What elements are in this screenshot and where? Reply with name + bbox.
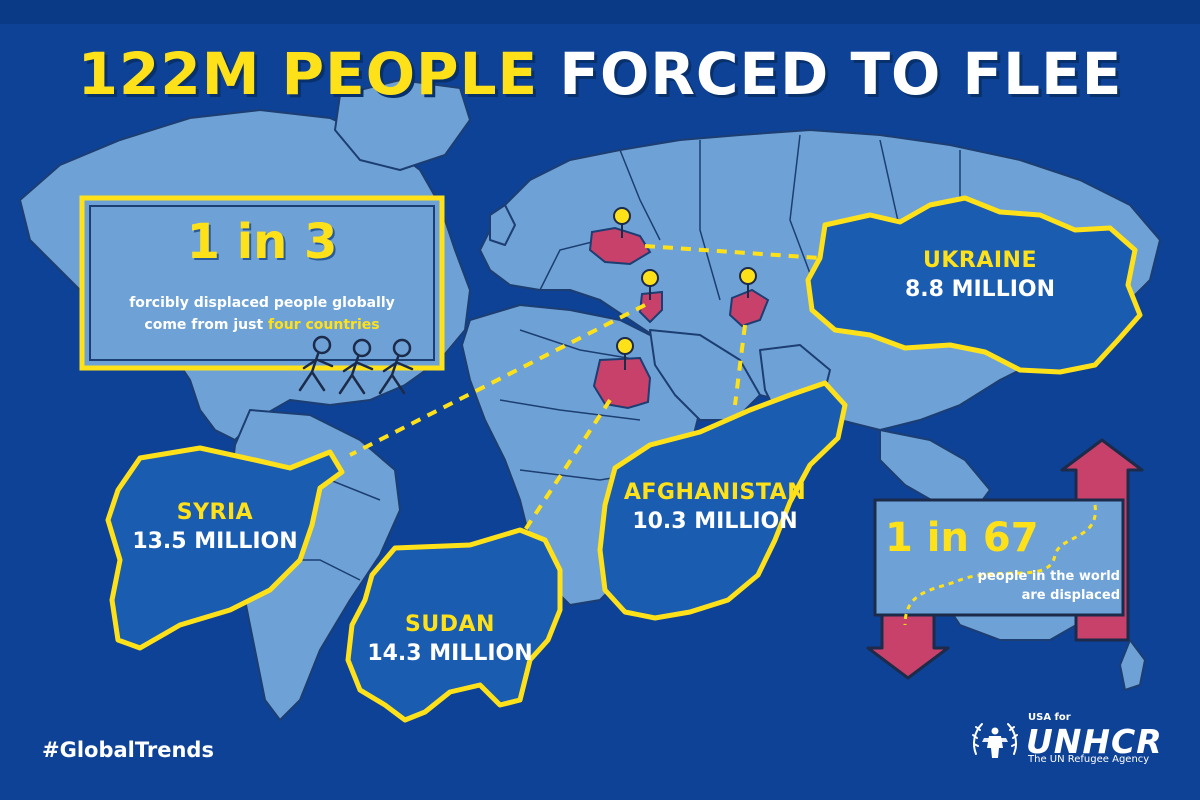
- title-highlight: 122M PEOPLE: [77, 40, 539, 108]
- uk-shape: [489, 204, 516, 246]
- connector-lines: [349, 244, 821, 532]
- ukraine-callout-shape: [805, 195, 1143, 375]
- syria-name: SYRIA: [176, 500, 254, 525]
- hashtag: #GlobalTrends: [42, 738, 214, 762]
- afghanistan-value: 10.3 MILLION: [632, 509, 798, 534]
- syria-value: 13.5 MILLION: [132, 529, 298, 554]
- stat-one: 1 in 3 forcibly displaced people globall…: [82, 214, 442, 336]
- dotted-path-decoration: [903, 504, 1097, 626]
- ukraine-map-shape: [588, 226, 652, 266]
- logo-tagline: The UN Refugee Agency: [1028, 754, 1150, 765]
- top-band: [0, 0, 1200, 24]
- sudan-callout-shape: [345, 527, 563, 723]
- people-running-icon: [298, 335, 414, 395]
- stat-one-caption: forcibly displaced people globally come …: [82, 292, 442, 336]
- stat-one-box: [79, 195, 445, 371]
- stat-one-line1: forcibly displaced people globally: [129, 295, 395, 311]
- sudan-value: 14.3 MILLION: [367, 641, 533, 666]
- stat-one-line2-prefix: come from just: [144, 317, 264, 333]
- afghanistan-name: AFGHANISTAN: [623, 480, 807, 505]
- afghanistan-map-shape: [728, 288, 770, 328]
- sudan-map-shape: [592, 356, 652, 410]
- map-pins: [613, 207, 757, 370]
- unhcr-emblem-icon: [972, 723, 1018, 758]
- syria-pin: [641, 269, 659, 300]
- greenland-shape: [334, 79, 471, 171]
- stat-two-caption: people in the world are displaced: [885, 567, 1120, 605]
- southeast-asia-shape: [879, 429, 991, 511]
- title-rest: FORCED TO FLEE: [559, 40, 1123, 108]
- stat-two: 1 in 67 people in the world are displace…: [885, 515, 1120, 605]
- sudan-connector: [523, 398, 612, 532]
- ukraine-connector: [644, 244, 821, 260]
- afghanistan-connector: [733, 324, 747, 406]
- logo-name: UNHCR: [1026, 722, 1163, 761]
- stat-two-box: [873, 498, 1125, 617]
- afghanistan-label: AFGHANISTAN 10.3 MILLION: [595, 480, 835, 534]
- sudan-pin: [616, 337, 634, 370]
- new-zealand-shape: [1119, 639, 1146, 691]
- afghanistan-callout-shape: [597, 380, 848, 621]
- ukraine-label: UKRAINE 8.8 MILLION: [860, 248, 1100, 302]
- stat-one-line2-highlight: four countries: [268, 317, 380, 333]
- ukraine-name: UKRAINE: [922, 248, 1037, 273]
- stat-one-value: 1 in 3: [186, 214, 338, 270]
- sudan-label: SUDAN 14.3 MILLION: [335, 612, 565, 666]
- stat-two-line2: are displaced: [1021, 588, 1120, 603]
- syria-callout-shape: [105, 445, 345, 651]
- stat-two-line1: people in the world: [977, 569, 1120, 584]
- syria-label: SYRIA 13.5 MILLION: [110, 500, 320, 554]
- ukraine-value: 8.8 MILLION: [904, 277, 1056, 302]
- sudan-name: SUDAN: [405, 612, 495, 637]
- ukraine-pin: [613, 207, 631, 238]
- afghanistan-pin: [739, 267, 757, 298]
- syria-connector: [349, 303, 646, 457]
- logo-prefix: USA for: [1028, 712, 1071, 723]
- unhcr-logo[interactable]: USA for UNHCR The UN Refugee Agency: [970, 712, 1170, 768]
- stat-two-value: 1 in 67: [885, 515, 1039, 561]
- page-title: 122M PEOPLE FORCED TO FLEE: [0, 40, 1200, 108]
